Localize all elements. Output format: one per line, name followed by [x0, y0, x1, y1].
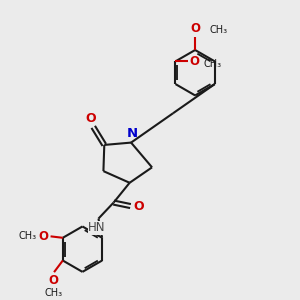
Text: O: O	[38, 230, 49, 243]
Text: CH₃: CH₃	[204, 59, 222, 69]
Text: CH₃: CH₃	[44, 288, 62, 298]
Text: O: O	[85, 112, 96, 124]
Text: O: O	[190, 55, 200, 68]
Text: HN: HN	[88, 221, 106, 235]
Text: CH₃: CH₃	[210, 25, 228, 35]
Text: O: O	[134, 200, 144, 213]
Text: O: O	[190, 22, 200, 35]
Text: CH₃: CH₃	[18, 231, 36, 241]
Text: O: O	[49, 274, 58, 287]
Text: N: N	[127, 127, 138, 140]
